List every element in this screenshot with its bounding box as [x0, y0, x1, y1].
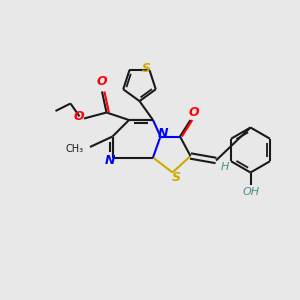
Text: CH₃: CH₃: [65, 143, 83, 154]
Text: N: N: [105, 154, 115, 167]
Text: H: H: [221, 162, 229, 172]
Text: S: S: [142, 62, 151, 75]
Text: O: O: [73, 110, 84, 124]
Text: S: S: [172, 171, 181, 184]
Text: O: O: [96, 75, 107, 88]
Text: OH: OH: [242, 187, 260, 197]
Text: O: O: [188, 106, 199, 118]
Text: N: N: [158, 127, 168, 140]
